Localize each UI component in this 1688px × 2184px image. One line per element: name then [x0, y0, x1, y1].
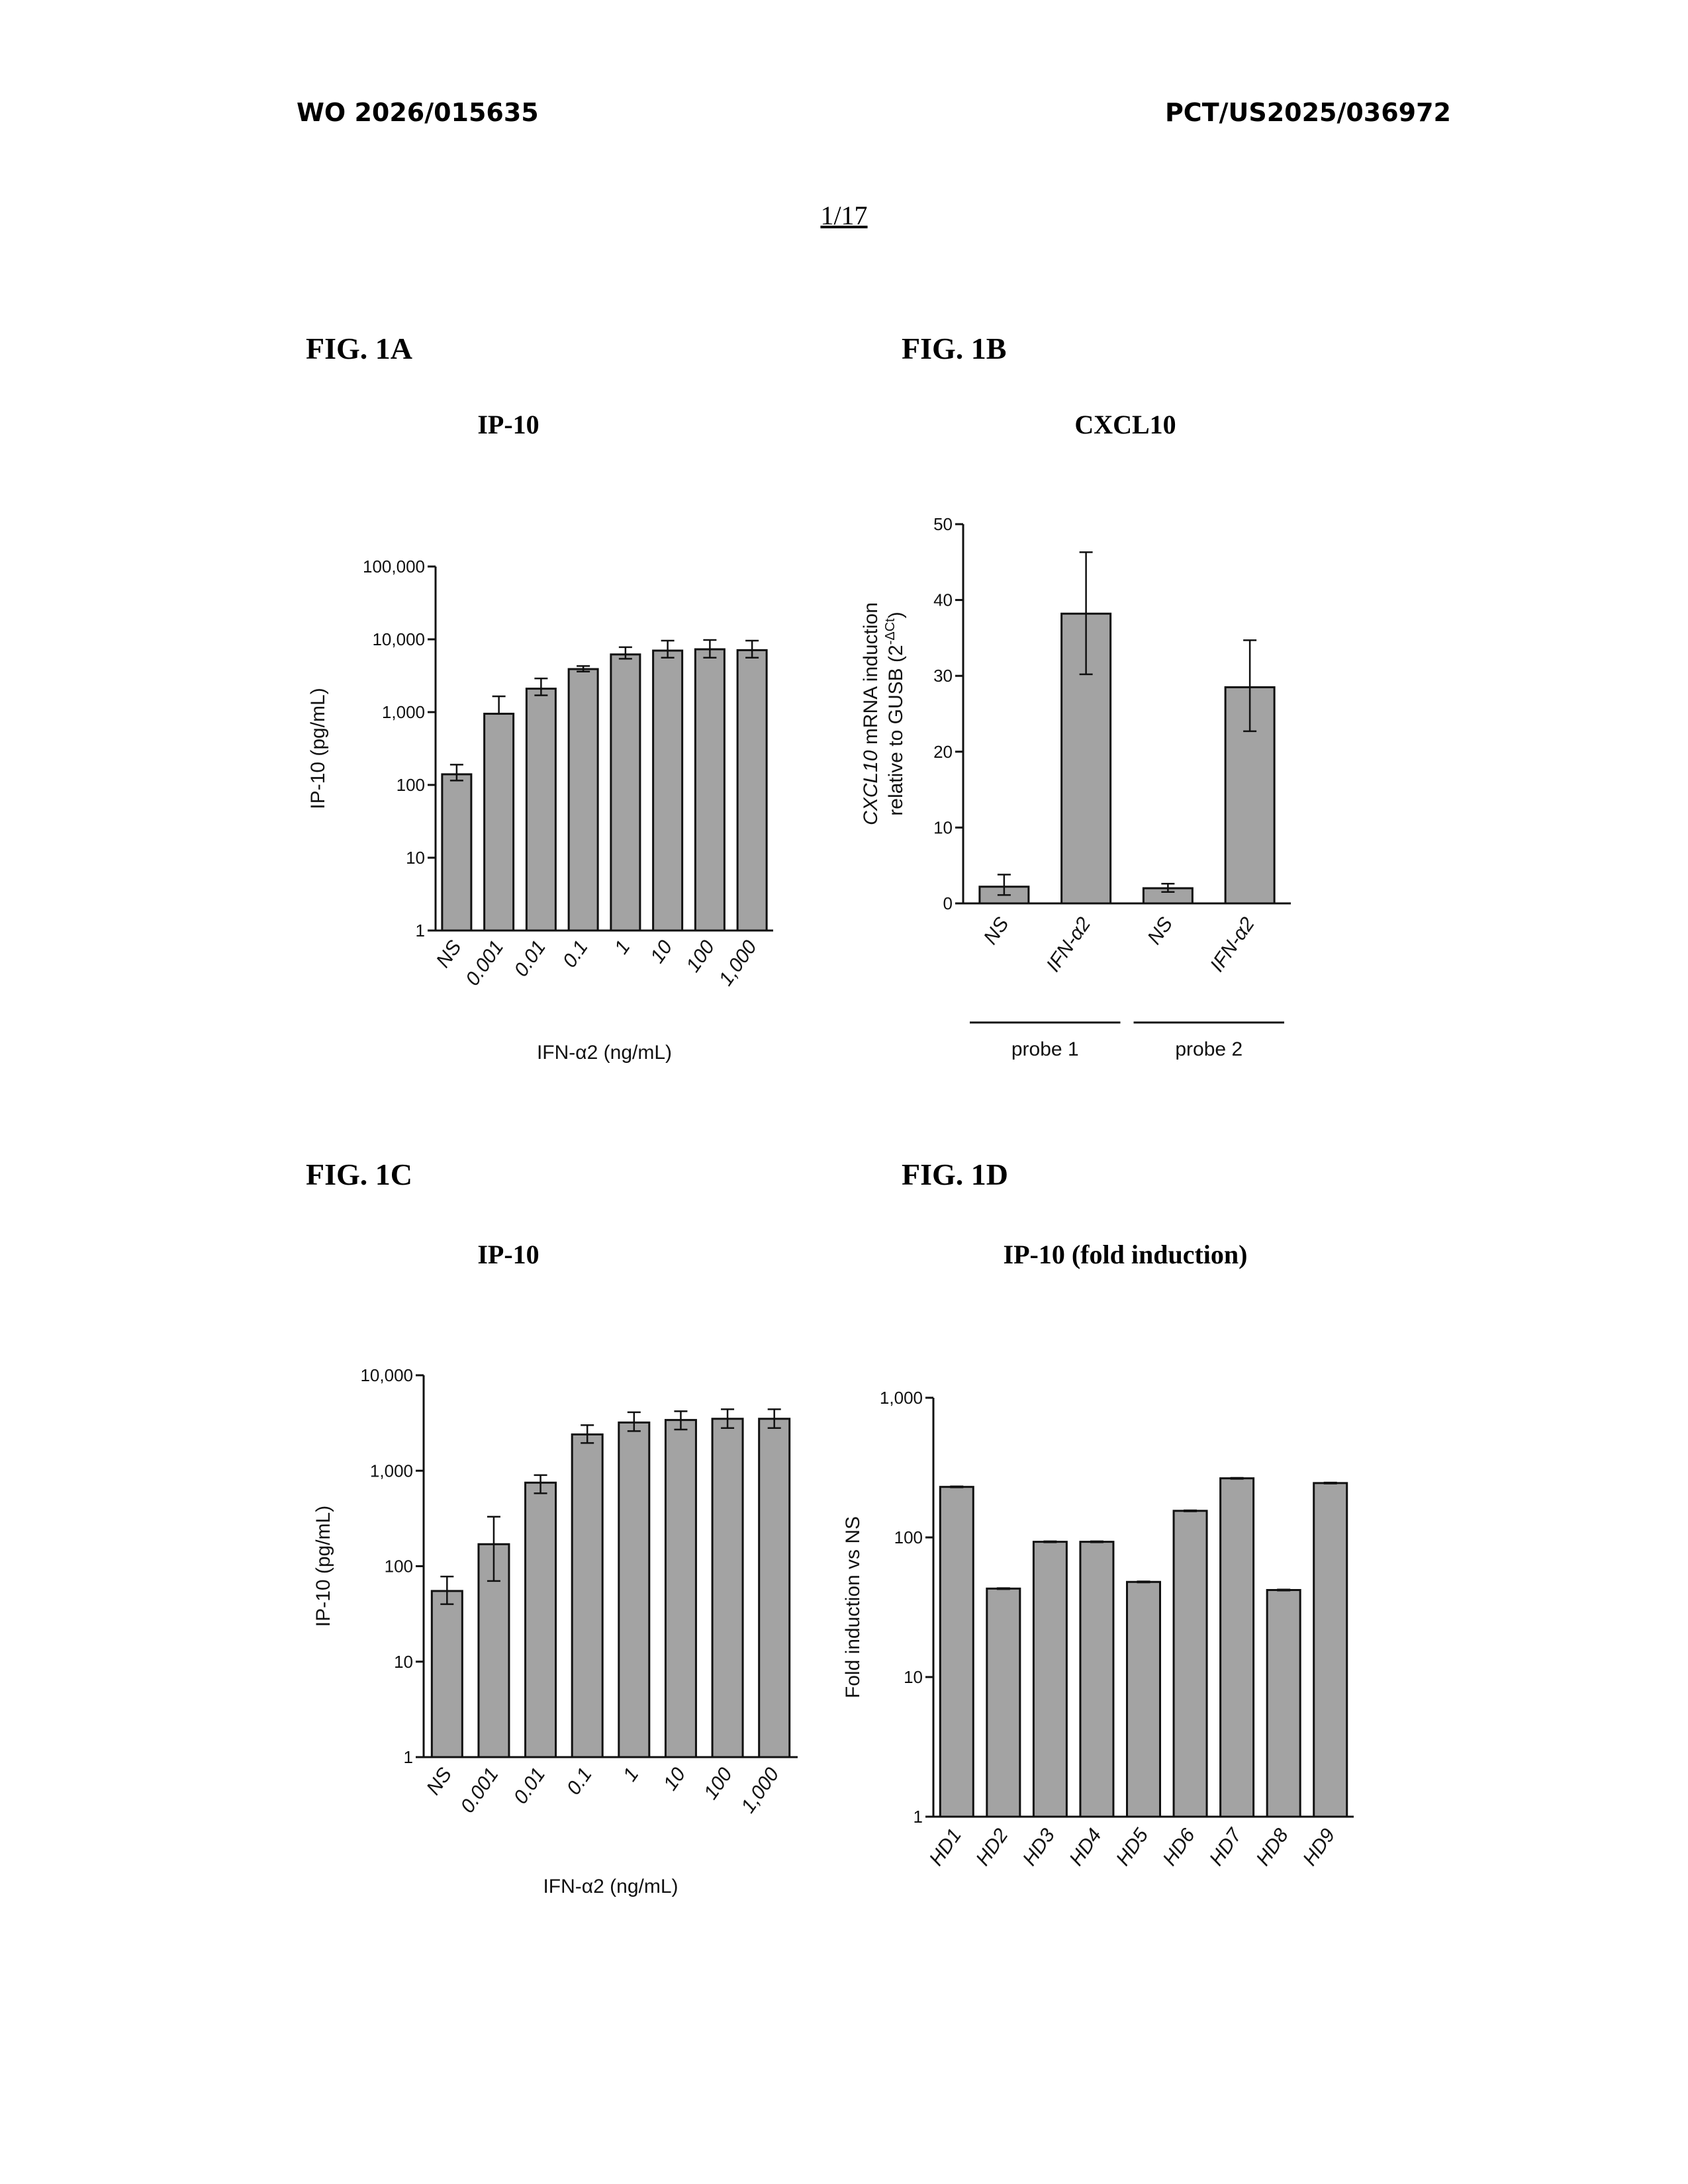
x-tick-label-1b: IFN-α2 — [1042, 913, 1095, 976]
bar-1c — [758, 1418, 791, 1758]
y-axis-label-1c: IP-10 (pg/mL) — [312, 1506, 334, 1627]
bar-1d — [1126, 1580, 1161, 1818]
x-tick-label-1a: 0.001 — [461, 936, 508, 989]
application-number: PCT/US2025/036972 — [1164, 98, 1451, 127]
y-axis-label-1b: CXCL10 mRNA induction — [860, 602, 882, 825]
y-tick-label-1d: 100 — [894, 1527, 923, 1547]
figure-label-1c: FIG. 1C — [306, 1158, 412, 1191]
y-tick-label-1d: 1 — [914, 1807, 923, 1827]
x-tick-label-1d: HD3 — [1019, 1825, 1060, 1870]
page-number: 1/17 — [820, 201, 868, 230]
y-tick-label-1a: 100 — [397, 775, 425, 795]
x-tick-label-1d: HD4 — [1065, 1825, 1105, 1870]
bar-1c — [571, 1433, 604, 1758]
bar-1a — [567, 668, 599, 932]
x-tick-label-1a: 1 — [610, 936, 635, 958]
x-axis-label-1a: IFN-α2 (ng/mL) — [537, 1042, 672, 1064]
x-tick-label-1a: NS — [432, 936, 466, 972]
y-axis-label-1a: IP-10 (pg/mL) — [307, 688, 329, 809]
x-tick-label-1a: 0.01 — [510, 936, 551, 981]
y-tick-label-1c: 1 — [404, 1747, 413, 1767]
figure-label-1d: FIG. 1D — [902, 1158, 1008, 1191]
document-number: WO 2026/015635 — [297, 98, 539, 127]
bar-1a — [694, 648, 726, 932]
x-tick-label-1c: 1,000 — [737, 1764, 783, 1817]
bar-1c — [711, 1418, 744, 1758]
bar-1d — [1172, 1510, 1208, 1818]
chart-title-1a: IP-10 — [477, 410, 539, 439]
y-tick-label-1a: 1 — [416, 921, 425, 940]
bar-1a — [610, 653, 641, 932]
x-tick-label-1d: HD2 — [972, 1825, 1013, 1870]
bar-1c — [430, 1590, 463, 1758]
bar-1c — [524, 1481, 557, 1758]
y-tick-label-1a: 10 — [406, 848, 425, 868]
y-tick-label-1b: 30 — [933, 666, 953, 686]
bar-1d — [1079, 1541, 1115, 1818]
y-tick-label-1d: 1,000 — [880, 1388, 923, 1408]
chart-title-1d: IP-10 (fold induction) — [1003, 1240, 1248, 1269]
x-tick-label-1c: 0.1 — [563, 1764, 596, 1799]
y-tick-label-1b: 10 — [933, 817, 953, 837]
x-tick-label-1d: HD6 — [1158, 1825, 1199, 1870]
x-tick-label-1d: HD8 — [1252, 1825, 1293, 1870]
y-tick-label-1a: 100,000 — [363, 557, 425, 576]
bar-1d — [1219, 1477, 1255, 1818]
bar-1d — [1313, 1482, 1348, 1818]
x-tick-label-1a: 1,000 — [715, 936, 761, 990]
bar-1a — [525, 688, 557, 932]
y-tick-label-1c: 10 — [394, 1652, 413, 1672]
bar-1d — [939, 1486, 974, 1818]
bar-1d — [1032, 1541, 1068, 1818]
y-tick-label-1c: 10,000 — [360, 1365, 413, 1385]
y-tick-label-1b: 50 — [933, 514, 953, 534]
bar-1c — [664, 1419, 697, 1758]
x-tick-label-1b: IFN-α2 — [1206, 913, 1259, 976]
y-tick-label-1b: 20 — [933, 742, 953, 762]
y-axis-label-line2-1b: relative to GUSB (2-ΔCt) — [883, 612, 907, 815]
x-tick-label-1d: HD1 — [925, 1825, 966, 1870]
bar-1a — [441, 773, 473, 932]
bar-1a — [652, 649, 684, 932]
bar-1a — [736, 649, 768, 932]
bar-1c — [618, 1421, 651, 1758]
x-tick-label-1a: 100 — [682, 936, 719, 976]
y-tick-label-1d: 10 — [904, 1667, 923, 1687]
group-label-1b: probe 1 — [1011, 1038, 1079, 1060]
bar-1a — [483, 712, 515, 932]
group-label-1b: probe 2 — [1175, 1038, 1243, 1060]
bar-1d — [1266, 1588, 1301, 1818]
figure-label-1a: FIG. 1A — [306, 332, 412, 365]
y-tick-label-1c: 100 — [385, 1557, 413, 1576]
y-tick-label-1c: 1,000 — [370, 1461, 413, 1480]
x-tick-label-1b: NS — [1143, 913, 1177, 948]
x-tick-label-1d: HD7 — [1205, 1824, 1246, 1870]
x-tick-label-1d: HD5 — [1112, 1825, 1153, 1870]
y-tick-label-1a: 10,000 — [372, 629, 425, 649]
x-tick-label-1c: 0.01 — [510, 1764, 550, 1808]
x-tick-label-1c: 0.001 — [457, 1764, 503, 1817]
y-tick-label-1a: 1,000 — [382, 702, 425, 722]
figure-label-1b: FIG. 1B — [902, 332, 1007, 365]
x-axis-label-1c: IFN-α2 (ng/mL) — [543, 1876, 678, 1897]
y-tick-label-1b: 40 — [933, 590, 953, 610]
x-tick-label-1c: 100 — [700, 1764, 737, 1803]
x-tick-label-1c: 1 — [619, 1764, 643, 1786]
x-tick-label-1c: 10 — [659, 1764, 690, 1795]
y-axis-label-1d: Fold induction vs NS — [842, 1516, 864, 1698]
x-tick-label-1a: 0.1 — [559, 936, 592, 972]
x-tick-label-1b: NS — [980, 913, 1013, 948]
chart-title-1c: IP-10 — [477, 1240, 539, 1269]
chart-title-1b: CXCL10 — [1074, 410, 1176, 439]
bar-1d — [986, 1587, 1021, 1818]
y-tick-label-1b: 0 — [943, 893, 953, 913]
x-tick-label-1c: NS — [422, 1764, 456, 1799]
x-tick-label-1d: HD9 — [1299, 1825, 1340, 1870]
x-tick-label-1a: 10 — [646, 936, 677, 968]
